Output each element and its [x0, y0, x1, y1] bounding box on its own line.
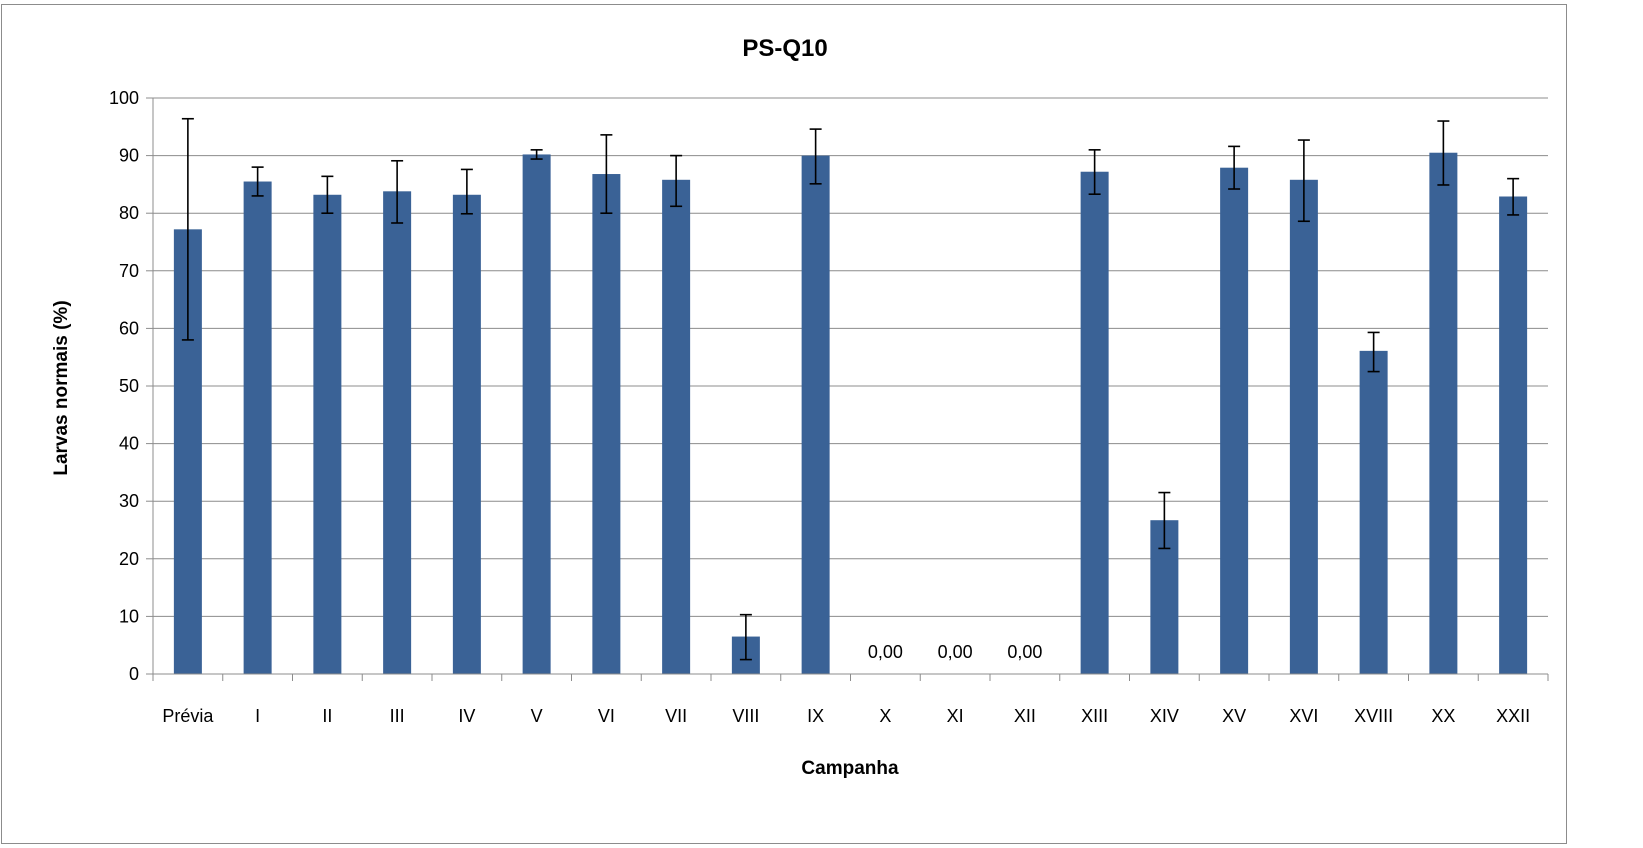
- bar: [1220, 167, 1249, 675]
- y-tick-label: 90: [119, 146, 139, 166]
- x-tick-label: V: [531, 706, 543, 726]
- x-tick-label: VIII: [732, 706, 759, 726]
- bar: [1429, 152, 1458, 675]
- bar: [801, 155, 830, 675]
- x-tick-label: XXII: [1496, 706, 1530, 726]
- y-tick-label: 50: [119, 376, 139, 396]
- y-axis-title: Larvas normais (%): [51, 300, 72, 475]
- x-tick-label: X: [879, 706, 891, 726]
- y-tick-label: 70: [119, 261, 139, 281]
- bar: [452, 194, 481, 674]
- bar: [243, 181, 272, 674]
- data-labels: 0,00 0,00 0,00: [868, 642, 1043, 662]
- x-tick-label: XI: [947, 706, 964, 726]
- y-tick-label: 60: [119, 318, 139, 338]
- bars: [173, 152, 1528, 675]
- bar: [592, 174, 621, 675]
- y-tick-label: 20: [119, 549, 139, 569]
- error-bars: [181, 117, 1520, 661]
- y-tick-label: 0: [129, 664, 139, 684]
- x-tick-label: XVI: [1289, 706, 1318, 726]
- y-tick-label: 40: [119, 434, 139, 454]
- x-tick-label: XII: [1014, 706, 1036, 726]
- bar: [1499, 196, 1528, 674]
- x-tick-label: XV: [1222, 706, 1246, 726]
- y-tick-label: 100: [109, 88, 139, 108]
- x-tick-label: XIII: [1081, 706, 1108, 726]
- data-label: 0,00: [868, 642, 903, 662]
- x-tick-label: IX: [807, 706, 824, 726]
- y-tick-labels: 0 10 20 30 40 50 60 70 80 90 100: [109, 88, 139, 684]
- x-axis-title: Campanha: [801, 758, 899, 779]
- bar: [1080, 171, 1109, 674]
- x-tick-label: III: [390, 706, 405, 726]
- x-tick-label: IV: [458, 706, 475, 726]
- bar: [1359, 350, 1388, 674]
- y-tick-label: 10: [119, 606, 139, 626]
- x-tick-label: XVIII: [1354, 706, 1393, 726]
- x-tick-label: XX: [1431, 706, 1455, 726]
- x-tick-label: VII: [665, 706, 687, 726]
- bar: [313, 194, 342, 674]
- x-tick-label: XIV: [1150, 706, 1179, 726]
- bar: [522, 154, 551, 674]
- gridlines: [153, 97, 1548, 617]
- bar: [662, 179, 691, 675]
- bar: [1289, 179, 1318, 675]
- x-tick-label: VI: [598, 706, 615, 726]
- y-tick-label: 30: [119, 491, 139, 511]
- bar: [383, 191, 412, 674]
- axes: [146, 97, 1549, 681]
- data-label: 0,00: [1007, 642, 1042, 662]
- x-tick-label: Prévia: [162, 706, 214, 726]
- x-tick-labels: Prévia I II III IV V VI VII VIII IX X XI XII XIII XIV X…: [162, 706, 1530, 726]
- y-tick-label: 80: [119, 203, 139, 223]
- data-label: 0,00: [938, 642, 973, 662]
- x-tick-label: I: [255, 706, 260, 726]
- chart-title: PS-Q10: [742, 35, 827, 62]
- x-tick-label: II: [322, 706, 332, 726]
